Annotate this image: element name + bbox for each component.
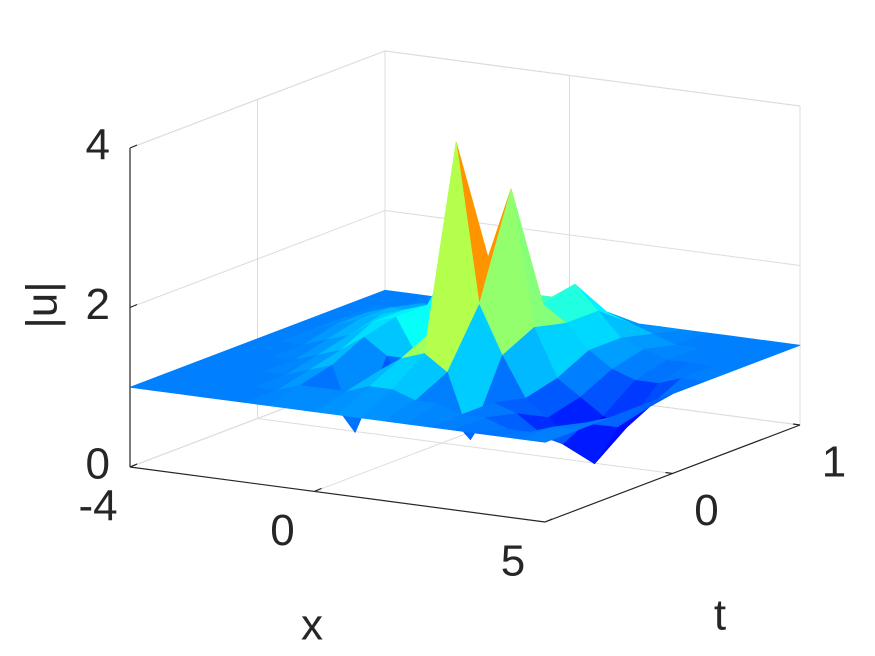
y-tick (665, 471, 673, 475)
y-tick-label: 0 (694, 486, 718, 535)
y-tick-label: 1 (822, 438, 846, 487)
surface-patch (521, 426, 578, 443)
box-edge (129, 50, 386, 149)
grid-line (257, 418, 673, 474)
z-tick-label: 2 (86, 280, 110, 329)
x-tick-label: 5 (501, 537, 525, 586)
x-axis (129, 466, 546, 523)
y-axis-label: t (714, 591, 726, 640)
z-tick-label: 0 (86, 440, 110, 489)
z-tick-label: 4 (86, 121, 110, 170)
x-tick-label: -4 (78, 482, 117, 531)
x-tick (314, 487, 322, 492)
z-tick (129, 303, 138, 309)
x-axis-label: x (301, 601, 323, 650)
box-edge (384, 50, 801, 107)
x-tick-label: 0 (270, 506, 294, 555)
z-tick (129, 144, 138, 149)
y-tick (792, 423, 801, 426)
z-axis-label: |u| (18, 281, 67, 328)
x-tick (129, 463, 138, 468)
x-tick (544, 518, 553, 523)
